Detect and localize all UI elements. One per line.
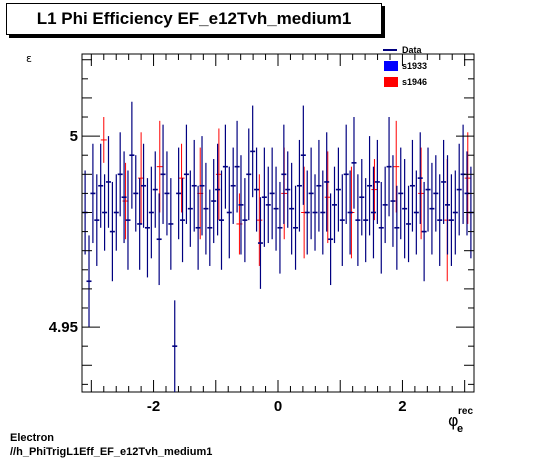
legend-swatch-s1946 — [384, 77, 398, 87]
footer-label-particle: Electron — [10, 432, 55, 444]
y-tick-label: 4.95 — [49, 319, 78, 336]
data-layer — [82, 101, 474, 392]
y-axis-label: ε — [26, 52, 32, 65]
x-axis-label: φ — [448, 411, 459, 430]
x-tick-label: 0 — [274, 398, 282, 415]
x-axis-label-subscript: e — [457, 423, 463, 435]
x-tick-label: 2 — [398, 398, 406, 415]
legend-label-s1946: s1946 — [402, 77, 427, 87]
legend-label-s1933: s1933 — [402, 61, 427, 71]
chart-title-box: L1 Phi Efficiency EF_e12Tvh_medium1 — [6, 3, 382, 35]
legend-label-Data: Data — [402, 45, 423, 55]
footer-label-histogram-path: //h_PhiTrigL1Eff_EF_e12Tvh_medium1 — [10, 446, 213, 458]
y-tick-label: 5 — [70, 128, 78, 145]
legend: Data s1933 s1946 — [383, 45, 427, 87]
legend-swatch-s1933 — [384, 61, 398, 71]
x-tick-label: -2 — [147, 398, 160, 415]
chart-title: L1 Phi Efficiency EF_e12Tvh_medium1 — [36, 9, 352, 28]
x-axis-label-superscript: rec — [458, 406, 473, 417]
